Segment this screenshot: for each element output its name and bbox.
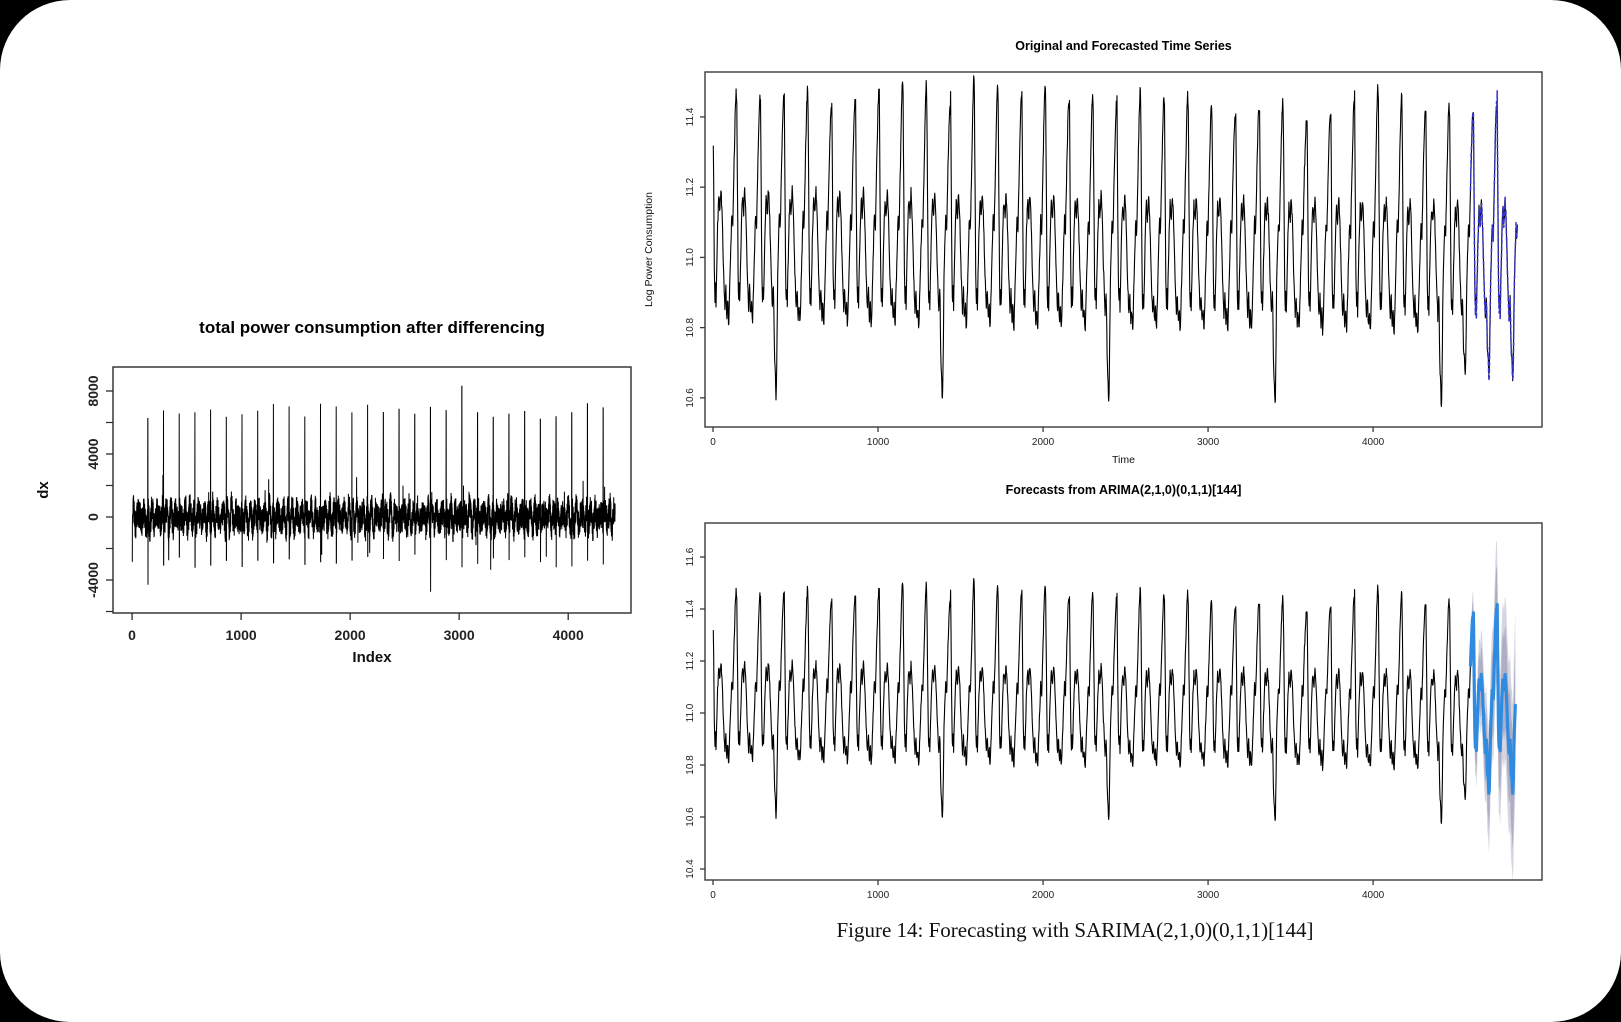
arima-forecast-plot: 0 1000 2000 3000 4000 10.4 10.6 10.8 11.0 11.2 11.… [685,483,1543,901]
series-forecast [1469,90,1518,382]
y-tick-label: 11.0 [685,248,696,267]
plot-box [704,71,1543,428]
chart-original-and-forecast: 0 1000 2000 3000 4000 10.6 10.8 11.0 11.2 11.4 Ori… [640,30,1575,468]
plot-box [704,522,1543,881]
y-tick-label: 11.2 [685,651,696,670]
y-tick-label: -4000 [85,562,101,598]
x-tick-label: 2000 [1032,437,1055,448]
x-tick-label: 0 [128,627,136,643]
chart-title: Forecasts from ARIMA(2,1,0)(0,1,1)[144] [1006,483,1242,497]
x-tick-label: 3000 [444,627,475,643]
y-axis-label: dx [35,481,52,499]
x-tick-label: 2000 [1032,890,1055,901]
y-tick-label: 10.8 [685,317,696,337]
y-tick-label: 10.4 [685,859,696,879]
differenced-series-plot: 0 1000 2000 3000 4000 -4000 0 4000 8000 total pow… [35,318,632,666]
series-forecast [1468,603,1517,795]
y-tick-label: 11.4 [685,599,696,618]
series-observed [712,577,1472,824]
x-tick-label: 1000 [226,627,257,643]
y-tick-label: 11.2 [685,177,696,196]
chart-arima-forecast: 0 1000 2000 3000 4000 10.4 10.6 10.8 11.0 11.2 11.… [640,470,1575,918]
chart-differenced-series: 0 1000 2000 3000 4000 -4000 0 4000 8000 total pow… [30,300,645,672]
y-tick-label: 10.6 [685,807,696,827]
figure-caption: Figure 14: Forecasting with SARIMA(2,1,0… [836,918,1314,942]
y-tick-label: 4000 [85,438,101,469]
y-tick-label: 11.4 [685,107,696,126]
x-axis-label: Time [1112,454,1135,466]
y-tick-label: 10.8 [685,755,696,775]
x-axis-label: Index [352,649,392,666]
x-tick-label: 0 [710,890,716,901]
y-tick-label: 0 [85,513,101,521]
x-tick-label: 3000 [1197,437,1220,448]
series-differenced [131,385,616,592]
y-tick-label: 11.0 [685,703,696,722]
x-tick-label: 4000 [553,627,584,643]
y-tick-label: 11.6 [685,547,696,566]
x-tick-label: 3000 [1197,890,1220,901]
x-tick-label: 1000 [867,437,890,448]
x-tick-label: 2000 [335,627,366,643]
plot-box [112,366,632,614]
series-observed [712,75,1518,408]
y-axis-label: Log Power Consumption [643,192,655,307]
x-tick-label: 4000 [1362,437,1385,448]
original-and-forecast-plot: 0 1000 2000 3000 4000 10.6 10.8 11.0 11.2 11.4 Ori… [643,39,1543,466]
y-tick-label: 10.6 [685,388,696,408]
chart-title: total power consumption after differenci… [199,318,545,337]
chart-title: Original and Forecasted Time Series [1015,39,1232,53]
x-tick-label: 1000 [867,890,890,901]
y-tick-label: 8000 [85,375,101,406]
x-tick-label: 0 [710,437,716,448]
x-tick-label: 4000 [1362,890,1385,901]
